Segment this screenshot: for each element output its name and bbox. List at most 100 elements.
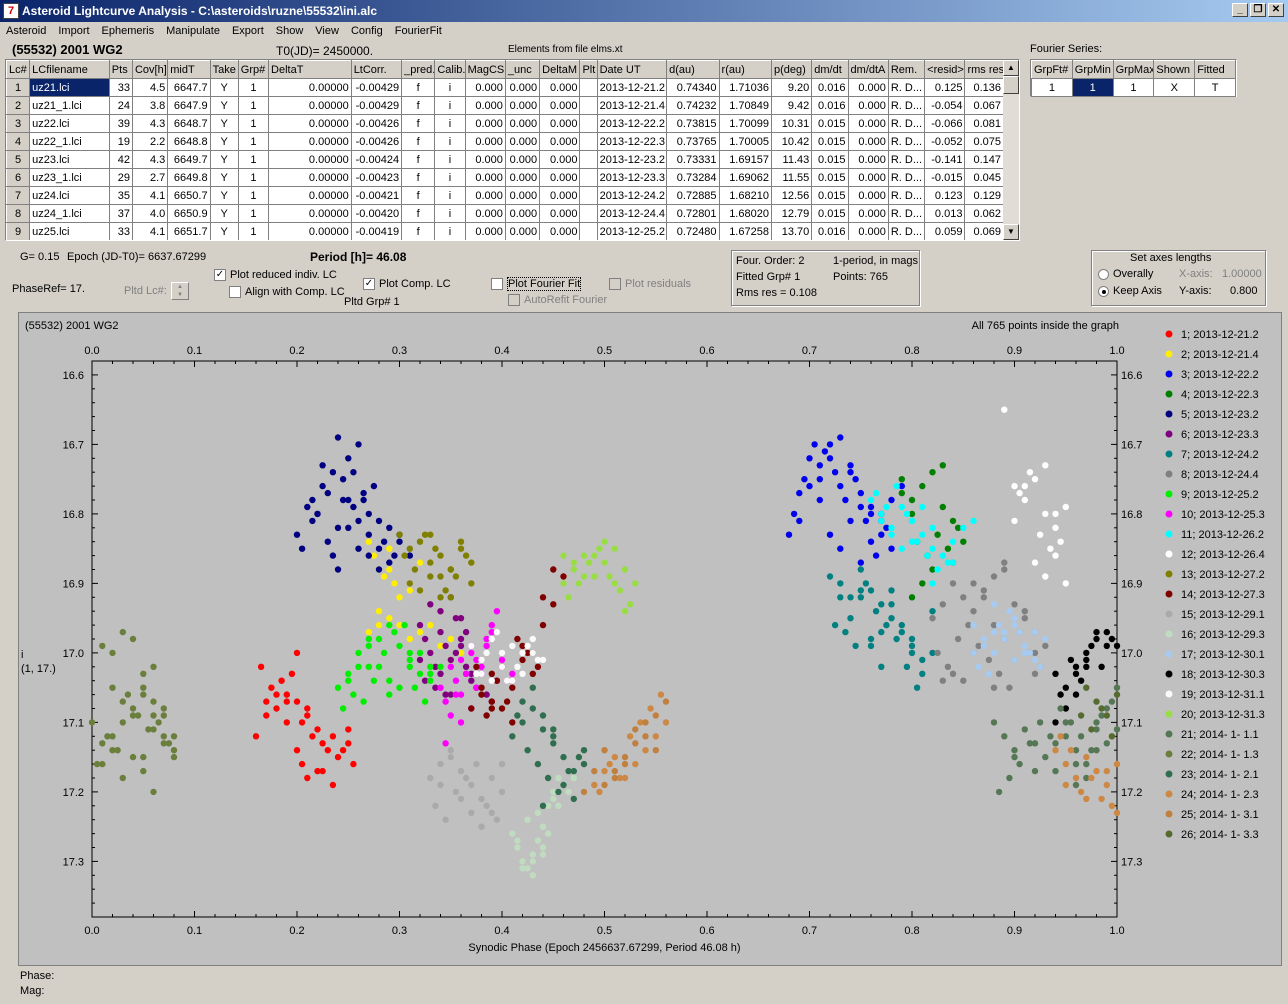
column-header[interactable]: LCfilename	[29, 60, 110, 79]
table-cell[interactable]: 0.00000	[268, 96, 352, 115]
table-cell[interactable]: 1.71036	[718, 78, 772, 97]
table-cell[interactable]	[579, 132, 598, 151]
table-cell[interactable]: 1.68020	[718, 204, 772, 223]
table-row[interactable]: 3 uz22.lci 39 4.3 6648.7 Y 1 0.00000 -0.00426 f i 0…	[6, 114, 1004, 133]
table-cell[interactable]: Y	[209, 222, 239, 240]
table-cell[interactable]: 0.136	[964, 78, 1004, 97]
table-cell[interactable]: i	[434, 114, 466, 133]
table-cell[interactable]: 0.015	[811, 114, 849, 133]
table-cell[interactable]: 0.000	[539, 96, 581, 115]
table-cell[interactable]: 2013-12-21.2	[596, 78, 668, 97]
table-cell[interactable]: 0.000	[504, 186, 541, 205]
table-cell[interactable]: 2.7	[131, 168, 169, 187]
table-cell[interactable]: 0.00000	[268, 114, 352, 133]
table-cell[interactable]: uz21_1.lci	[29, 96, 110, 115]
table-cell[interactable]: 1	[237, 114, 270, 133]
table-cell[interactable]: 29	[108, 168, 133, 187]
table-cell[interactable]: 1.69062	[718, 168, 772, 187]
table-cell[interactable]: -0.00420	[350, 204, 403, 223]
table-cell[interactable]	[579, 186, 598, 205]
table-cell[interactable]: 0.00000	[268, 150, 352, 169]
lightcurve-table[interactable]: Lc# LCfilename Pts Cov[h] midT Take Grp# DeltaT…	[5, 59, 1020, 241]
table-cell[interactable]: 0.062	[964, 204, 1004, 223]
table-cell[interactable]: -0.054	[924, 96, 966, 115]
table-cell[interactable]: 10.31	[770, 114, 813, 133]
table-cell[interactable]: 0.000	[464, 204, 506, 223]
table-cell[interactable]: Y	[209, 186, 239, 205]
column-header[interactable]: p(deg)	[770, 60, 813, 79]
table-cell[interactable]: -0.00421	[350, 186, 403, 205]
table-cell[interactable]: -0.015	[924, 168, 966, 187]
table-cell[interactable]	[579, 204, 598, 223]
column-header[interactable]: midT	[167, 60, 211, 79]
table-cell[interactable]	[579, 150, 598, 169]
table-row[interactable]: 6 uz23_1.lci 29 2.7 6649.8 Y 1 0.00000 -0.00423 f…	[6, 168, 1004, 187]
table-cell[interactable]: 0.015	[811, 168, 849, 187]
table-cell[interactable]: 0.081	[964, 114, 1004, 133]
column-header[interactable]: dm/dtA	[847, 60, 889, 79]
table-cell[interactable]: Y	[209, 132, 239, 151]
table-cell[interactable]: 0.000	[847, 150, 889, 169]
table-cell[interactable]: R. D...	[887, 186, 926, 205]
table-cell[interactable]: f	[401, 186, 436, 205]
table-cell[interactable]	[579, 96, 598, 115]
align-comp-checkbox[interactable]: Align with Comp. LC	[229, 286, 345, 299]
table-cell[interactable]: 33	[108, 222, 133, 240]
table-cell[interactable]: 0.000	[504, 78, 541, 97]
table-cell[interactable]: 0.000	[504, 150, 541, 169]
table-row[interactable]: 8 uz24_1.lci 37 4.0 6650.9 Y 1 0.00000 -0.00420 f…	[6, 204, 1004, 223]
table-cell[interactable]: -0.066	[924, 114, 966, 133]
table-cell[interactable]: 0.000	[539, 114, 581, 133]
table-cell[interactable]: 0.000	[464, 78, 506, 97]
table-cell[interactable]: 4.0	[131, 204, 169, 223]
table-cell[interactable]: 0.016	[811, 96, 849, 115]
table-row[interactable]: 4 uz22_1.lci 19 2.2 6648.8 Y 1 0.00000 -0.00426 f…	[6, 132, 1004, 151]
fourier-cell[interactable]: X	[1153, 78, 1196, 97]
menu-item-show[interactable]: Show	[275, 25, 304, 37]
table-cell[interactable]: 0.000	[504, 168, 541, 187]
column-header[interactable]: Rem.	[887, 60, 926, 79]
table-cell[interactable]: 4.3	[131, 114, 169, 133]
lightcurve-plot[interactable]: 0.0 0.0 0.1 0.1 0.2 0.2 0.3 0.3 0.4 0.4 0.5 0.5 0.6 0…	[19, 313, 1283, 967]
table-cell[interactable]: 35	[108, 186, 133, 205]
table-cell[interactable]: 0.000	[539, 222, 581, 240]
close-icon[interactable]: ✕	[1268, 3, 1284, 17]
table-cell[interactable]: 0.015	[811, 204, 849, 223]
table-cell[interactable]: 0.73765	[666, 132, 720, 151]
table-row[interactable]: 9 uz25.lci 33 4.1 6651.7 Y 1 0.00000 -0.00419 f i 0…	[6, 222, 1004, 240]
table-cell[interactable]: 0.000	[539, 186, 581, 205]
table-row[interactable]: 7 uz24.lci 35 4.1 6650.7 Y 1 0.00000 -0.00421 f i 0…	[6, 186, 1004, 205]
table-cell[interactable]: f	[401, 222, 436, 240]
table-cell[interactable]: 1	[237, 204, 270, 223]
menu-item-view[interactable]: View	[315, 25, 339, 37]
table-cell[interactable]: 1	[237, 78, 270, 97]
table-cell[interactable]: 9.42	[770, 96, 813, 115]
table-cell[interactable]	[579, 114, 598, 133]
column-header[interactable]: Lc#	[6, 60, 31, 79]
table-cell[interactable]: 10.42	[770, 132, 813, 151]
table-cell[interactable]: 0.000	[847, 132, 889, 151]
fourier-column-header[interactable]: GrpMin	[1071, 60, 1114, 79]
table-cell[interactable]: 2013-12-22.3	[596, 132, 668, 151]
table-cell[interactable]: 0.000	[539, 204, 581, 223]
plot-reduced-checkbox[interactable]: ✓ Plot reduced indiv. LC	[214, 269, 337, 282]
table-cell[interactable]: 1.67258	[718, 222, 772, 240]
table-cell[interactable]: 6647.9	[167, 96, 211, 115]
column-header[interactable]: Grp#	[237, 60, 270, 79]
table-cell[interactable]: 19	[108, 132, 133, 151]
table-cell[interactable]: 0.000	[464, 186, 506, 205]
table-cell[interactable]: 13.70	[770, 222, 813, 240]
table-cell[interactable]: i	[434, 168, 466, 187]
table-cell[interactable]: 0.00000	[268, 204, 352, 223]
table-cell[interactable]: -0.00423	[350, 168, 403, 187]
table-cell[interactable]: 0.000	[539, 150, 581, 169]
table-cell[interactable]: 0.00000	[268, 186, 352, 205]
table-cell[interactable]: 0.069	[964, 222, 1004, 240]
table-cell[interactable]	[579, 78, 598, 97]
column-header[interactable]: Cov[h]	[131, 60, 169, 79]
table-cell[interactable]: 0.74232	[666, 96, 720, 115]
column-header[interactable]: DeltaM	[539, 60, 581, 79]
table-cell[interactable]: Y	[209, 168, 239, 187]
table-row[interactable]: 5 uz23.lci 42 4.3 6649.7 Y 1 0.00000 -0.00424 f i 0…	[6, 150, 1004, 169]
table-cell[interactable]: 1.69157	[718, 150, 772, 169]
